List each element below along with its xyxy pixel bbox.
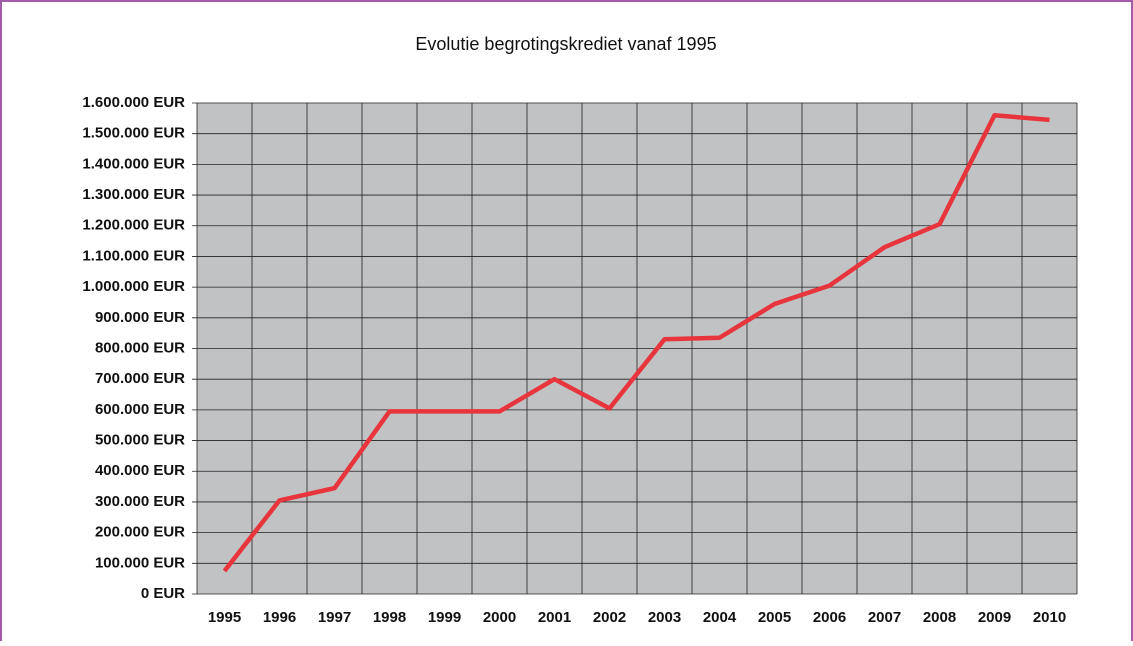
y-tick-label: 500.000 EUR bbox=[95, 432, 185, 449]
x-tick-label: 2010 bbox=[1033, 609, 1066, 626]
y-tick-label: 1.000.000 EUR bbox=[82, 278, 185, 295]
x-tick-label: 2006 bbox=[813, 609, 846, 626]
x-tick-label: 2009 bbox=[978, 609, 1011, 626]
x-tick-label: 2001 bbox=[538, 609, 571, 626]
data-line bbox=[222, 113, 1050, 573]
x-tick-label: 1999 bbox=[428, 609, 461, 626]
x-tick-label: 2008 bbox=[923, 609, 956, 626]
y-tick-label: 1.200.000 EUR bbox=[82, 217, 185, 234]
x-tick-label: 1998 bbox=[373, 609, 406, 626]
x-tick-label: 2004 bbox=[703, 609, 737, 626]
y-tick-label: 800.000 EUR bbox=[95, 339, 185, 356]
y-tick-label: 400.000 EUR bbox=[95, 462, 185, 479]
y-tick-label: 1.400.000 EUR bbox=[82, 155, 185, 172]
y-tick-label: 600.000 EUR bbox=[95, 401, 185, 418]
y-tick-label: 100.000 EUR bbox=[95, 554, 185, 571]
y-tick-label: 1.300.000 EUR bbox=[82, 186, 185, 203]
y-tick-label: 1.600.000 EUR bbox=[82, 94, 185, 111]
x-tick-label: 1995 bbox=[208, 609, 241, 626]
x-tick-label: 2003 bbox=[648, 609, 681, 626]
x-tick-label: 1996 bbox=[263, 609, 296, 626]
y-tick-label: 1.500.000 EUR bbox=[82, 125, 185, 142]
y-tick-label: 0 EUR bbox=[141, 585, 185, 602]
y-tick-label: 700.000 EUR bbox=[95, 370, 185, 387]
y-tick-label: 1.100.000 EUR bbox=[82, 247, 185, 264]
y-tick-label: 300.000 EUR bbox=[95, 493, 185, 510]
x-tick-label: 2005 bbox=[758, 609, 791, 626]
y-tick-label: 900.000 EUR bbox=[95, 309, 185, 326]
x-tick-label: 2007 bbox=[868, 609, 901, 626]
x-tick-label: 1997 bbox=[318, 609, 351, 626]
y-tick-label: 200.000 EUR bbox=[95, 524, 185, 541]
x-tick-label: 2000 bbox=[483, 609, 516, 626]
chart-title: Evolutie begrotingskrediet vanaf 1995 bbox=[415, 34, 716, 54]
x-tick-label: 2002 bbox=[593, 609, 626, 626]
